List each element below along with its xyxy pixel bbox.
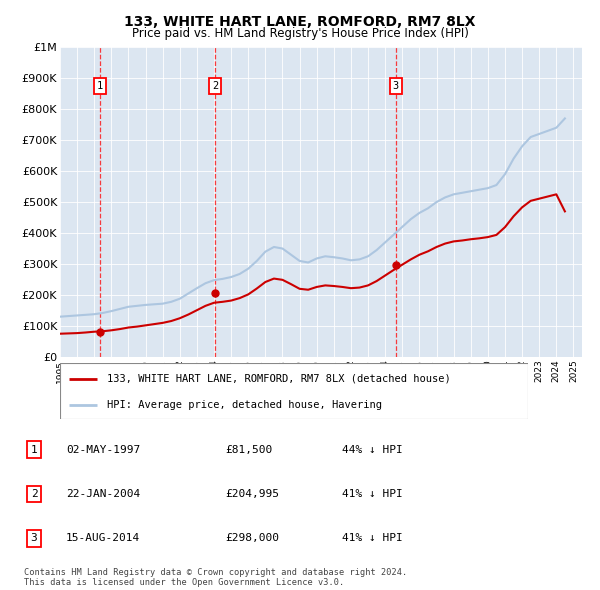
Text: £298,000: £298,000 <box>225 533 279 543</box>
Text: 1: 1 <box>31 445 37 455</box>
Text: £204,995: £204,995 <box>225 489 279 499</box>
Text: 133, WHITE HART LANE, ROMFORD, RM7 8LX (detached house): 133, WHITE HART LANE, ROMFORD, RM7 8LX (… <box>107 373 451 384</box>
Text: 3: 3 <box>31 533 37 543</box>
Text: 15-AUG-2014: 15-AUG-2014 <box>66 533 140 543</box>
Text: Contains HM Land Registry data © Crown copyright and database right 2024.
This d: Contains HM Land Registry data © Crown c… <box>24 568 407 587</box>
Text: 1: 1 <box>97 81 103 91</box>
Text: 22-JAN-2004: 22-JAN-2004 <box>66 489 140 499</box>
Text: 44% ↓ HPI: 44% ↓ HPI <box>342 445 403 455</box>
FancyBboxPatch shape <box>60 363 528 419</box>
Text: 2: 2 <box>31 489 37 499</box>
Text: 133, WHITE HART LANE, ROMFORD, RM7 8LX: 133, WHITE HART LANE, ROMFORD, RM7 8LX <box>124 15 476 29</box>
Text: £81,500: £81,500 <box>225 445 272 455</box>
Text: 2: 2 <box>212 81 218 91</box>
Text: 41% ↓ HPI: 41% ↓ HPI <box>342 533 403 543</box>
Text: 3: 3 <box>392 81 399 91</box>
Text: Price paid vs. HM Land Registry's House Price Index (HPI): Price paid vs. HM Land Registry's House … <box>131 27 469 40</box>
Text: 02-MAY-1997: 02-MAY-1997 <box>66 445 140 455</box>
Text: HPI: Average price, detached house, Havering: HPI: Average price, detached house, Have… <box>107 400 382 410</box>
Text: 41% ↓ HPI: 41% ↓ HPI <box>342 489 403 499</box>
